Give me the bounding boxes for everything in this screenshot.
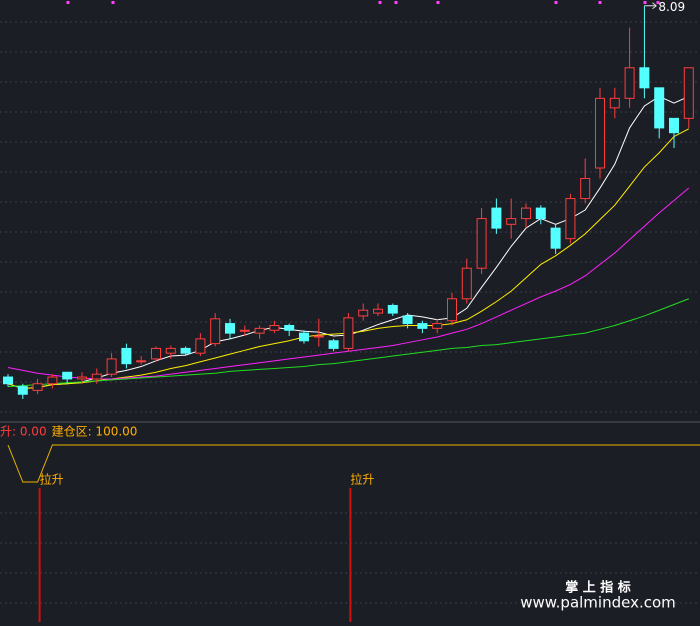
candle-body [565, 198, 576, 240]
candle-body [106, 358, 117, 375]
candle-body [91, 373, 102, 380]
indicator-line [7, 444, 700, 483]
max-pointer [644, 2, 657, 10]
candle-body [62, 371, 73, 380]
candle-body [387, 304, 398, 314]
watermark-title: 掌 上 指 标 [565, 580, 631, 596]
candle-body [32, 383, 43, 391]
signal-dot [66, 1, 70, 4]
candle-body [506, 218, 517, 225]
candle-body [195, 338, 206, 354]
candle-body [461, 267, 472, 300]
candle-body [17, 386, 28, 395]
candle-body [447, 298, 457, 322]
signal-dot [643, 1, 647, 4]
candle-body [669, 117, 679, 134]
candle-body [476, 218, 487, 269]
candle-body [136, 360, 147, 363]
candle-body [151, 347, 161, 360]
legend-entry: 升: 0.00 [0, 425, 47, 439]
candle-body [343, 317, 354, 349]
candle-body [432, 323, 443, 329]
candle-body [284, 325, 295, 331]
candle-body [165, 347, 176, 354]
legend-entry: 建仓区: 100.00 [52, 425, 138, 439]
candle-body [47, 376, 58, 385]
signal-dot [436, 1, 440, 4]
signal-dot [378, 1, 382, 4]
candle-body [550, 227, 561, 249]
candle-body [313, 335, 324, 338]
moving-average [7, 187, 690, 380]
candle-body [358, 309, 369, 317]
candle-body [373, 308, 383, 314]
candle-body [225, 323, 235, 334]
signal-dot [111, 1, 115, 4]
candle-body [521, 207, 531, 220]
moving-average [7, 298, 689, 388]
signal-label: 拉升 [40, 472, 64, 487]
candle-body [180, 347, 191, 354]
max-label: 8.09 [658, 0, 685, 14]
candle-body [580, 178, 591, 200]
candle-body [609, 97, 620, 109]
candle-body [210, 318, 221, 345]
signal-label: 拉升 [350, 472, 374, 487]
signal-dot [394, 1, 398, 4]
candle-body [417, 323, 428, 329]
candle-body [121, 347, 132, 365]
candle-body [639, 67, 650, 89]
candle-body [491, 207, 502, 229]
signal-dot [598, 1, 602, 4]
signal-dot [656, 1, 660, 4]
candle-body [654, 87, 665, 129]
candle-body [3, 376, 13, 385]
candle-body [328, 340, 339, 349]
candle-body [239, 329, 250, 332]
candle-body [535, 207, 546, 220]
candle-body [299, 332, 309, 342]
signal-dot [554, 1, 558, 4]
watermark-url: www.palmindex.com [520, 594, 676, 612]
candle-body [269, 325, 280, 331]
candle-body [402, 315, 413, 325]
candle-body [624, 67, 635, 99]
candle-body [595, 97, 605, 169]
candle-body [254, 327, 265, 334]
candle-body [683, 67, 694, 119]
candle-body [77, 376, 87, 380]
